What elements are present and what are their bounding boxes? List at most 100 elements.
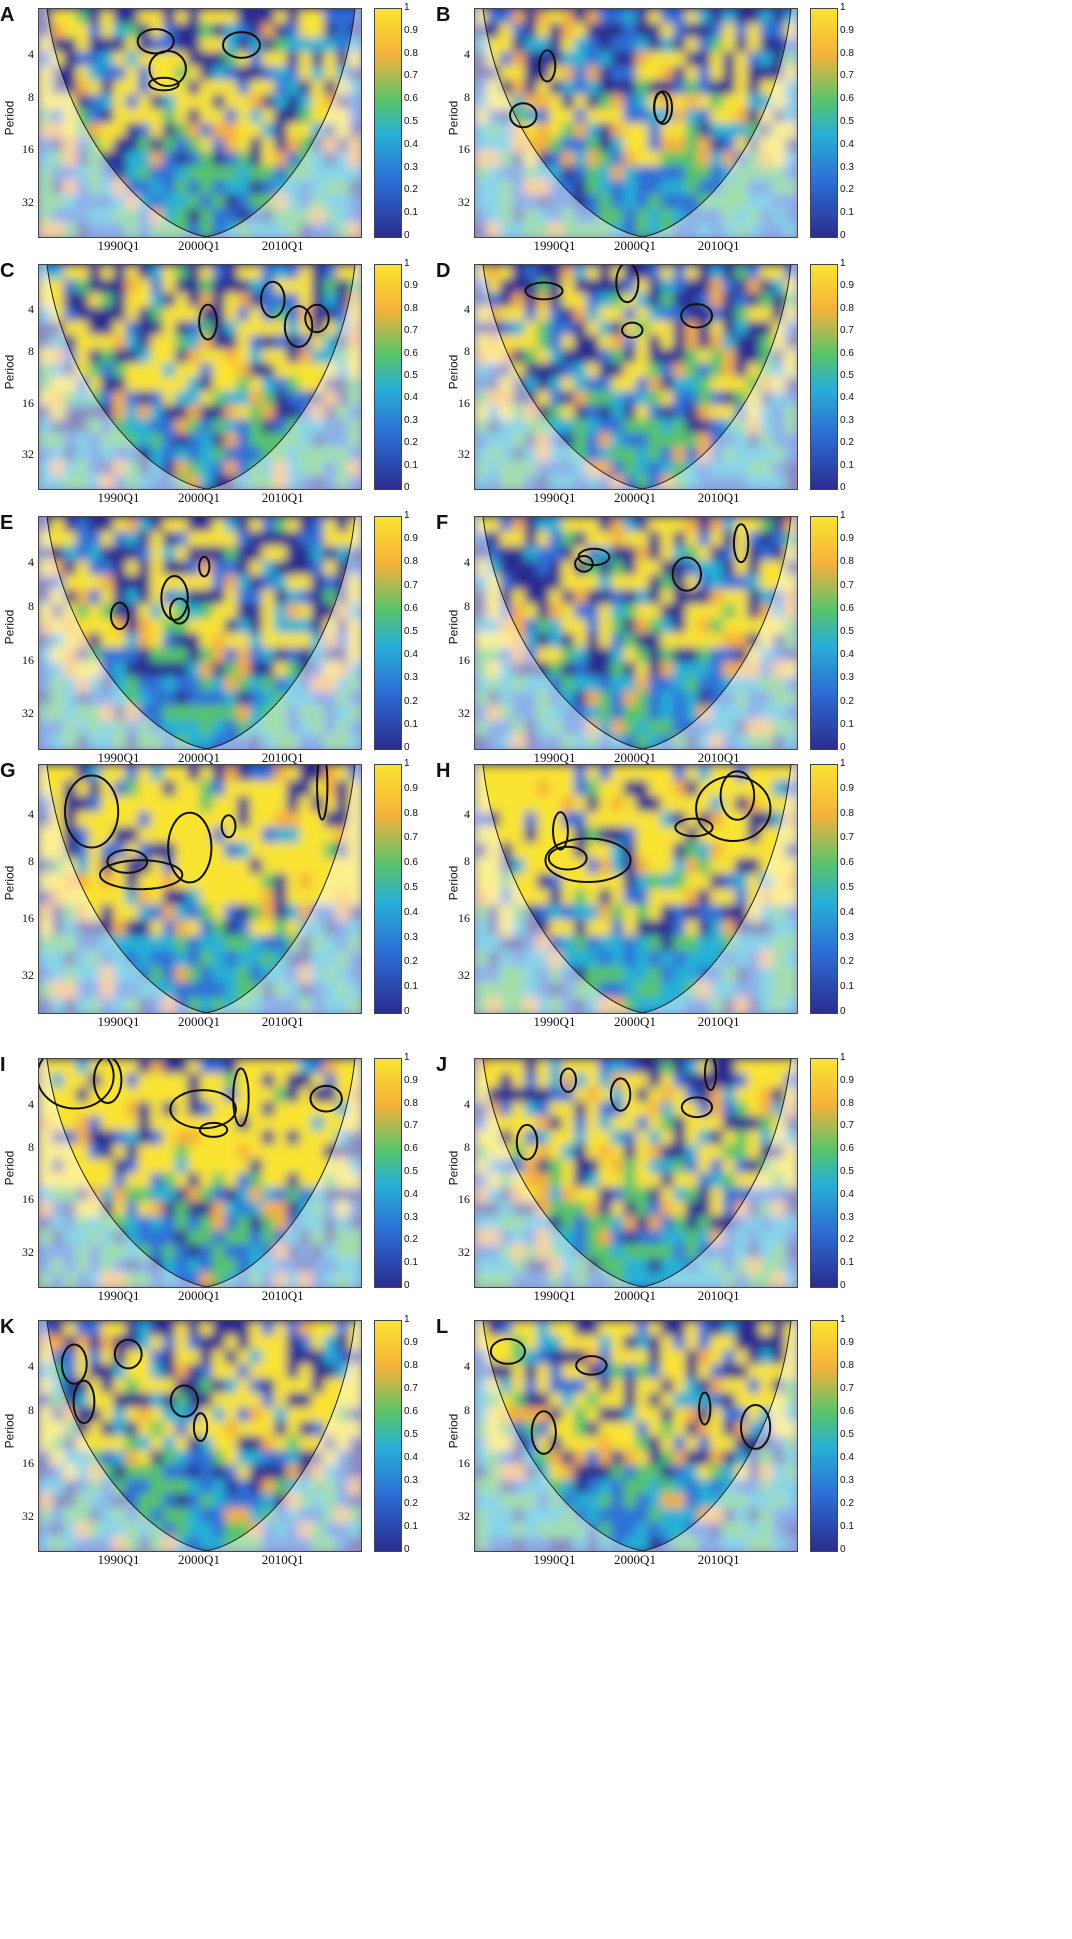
heat-cell (487, 461, 501, 476)
heat-cell (759, 377, 774, 392)
heat-cell (475, 842, 489, 859)
heat-cell (722, 307, 737, 322)
heat-cell (574, 405, 588, 420)
heat-cell (710, 447, 724, 462)
heat-cell (261, 137, 276, 153)
heat-cell (76, 966, 90, 983)
heat-cell (561, 80, 576, 96)
heat-cell (772, 873, 786, 890)
heat-cell (212, 765, 226, 782)
heat-cell (336, 137, 350, 153)
heat-cell (586, 827, 600, 844)
heat-cell (175, 165, 189, 181)
heat-cell (125, 377, 140, 392)
heat-cell (623, 180, 637, 196)
heat-cell (187, 222, 201, 237)
heat-cell (598, 80, 613, 96)
heat-cell (549, 1321, 563, 1337)
heat-cell (561, 108, 576, 124)
heat-cell (63, 165, 78, 181)
heat-cell (722, 647, 737, 663)
colorbar-tick-label: 0.8 (404, 807, 418, 819)
colorbar (374, 264, 402, 490)
heat-cell (536, 1349, 551, 1366)
heat-cell (784, 80, 797, 96)
heat-cell (623, 447, 637, 462)
colorbar-tick-label: 0.2 (840, 184, 854, 196)
heat-cell (772, 1244, 786, 1260)
heat-cell (735, 1244, 749, 1260)
heat-cell (237, 705, 251, 721)
heat-cell (125, 951, 140, 968)
heat-cell (261, 1349, 276, 1366)
colorbar-tick-label: 1 (840, 2, 846, 13)
heat-cell (611, 108, 625, 124)
heat-cell (88, 1130, 102, 1146)
heat-cell (475, 349, 489, 364)
heat-cell (611, 1173, 625, 1189)
heat-cell (561, 647, 576, 663)
heat-cell (237, 1258, 251, 1274)
heat-cell (113, 560, 127, 576)
heat-cell (261, 1059, 276, 1075)
heat-cell (286, 858, 301, 875)
heat-cell (150, 1116, 164, 1132)
heat-cell (200, 765, 214, 782)
heat-cell (125, 1407, 140, 1423)
heat-cell (88, 705, 102, 721)
heat-cell (212, 208, 226, 224)
heat-cell (524, 780, 538, 797)
heat-cell (113, 180, 127, 196)
heat-cell (336, 1144, 350, 1160)
heat-cell (648, 391, 662, 406)
heat-cell (636, 889, 650, 906)
heat-cell (212, 633, 226, 649)
heat-cell (574, 461, 588, 476)
heat-cell (536, 705, 551, 721)
heat-cell (784, 1158, 797, 1174)
heat-cell (261, 265, 276, 280)
heat-cell (623, 889, 637, 906)
x-tick-label: 2000Q1 (178, 750, 220, 765)
heat-cell (187, 1101, 201, 1117)
heat-cell (586, 982, 600, 999)
heat-cell (224, 307, 239, 322)
heat-cell (125, 80, 140, 96)
heat-cell (237, 1087, 251, 1103)
heat-cell (536, 363, 551, 378)
heat-cell (261, 1364, 276, 1380)
heat-cell (51, 194, 65, 210)
heat-cell (175, 447, 189, 462)
heat-cell (39, 811, 53, 828)
heat-cell (249, 1536, 263, 1551)
heat-cell (138, 827, 152, 844)
colorbar-tick-label: 0.6 (404, 93, 418, 105)
heat-cell (51, 951, 65, 968)
heat-cell (586, 151, 600, 167)
heat-cell (76, 1272, 90, 1287)
heat-cell (512, 137, 526, 153)
heat-cell (274, 604, 288, 620)
heat-cell (224, 123, 239, 139)
heat-cell (63, 889, 78, 906)
heat-cell (299, 293, 313, 308)
heat-cell (249, 1479, 263, 1495)
heat-cell (561, 951, 576, 968)
heat-cell (722, 997, 737, 1013)
heat-cell (39, 151, 53, 167)
heat-cell (735, 1130, 749, 1146)
heat-cell (784, 842, 797, 859)
heat-cell (759, 997, 774, 1013)
heat-cell (261, 935, 276, 952)
heat-cell (138, 461, 152, 476)
heat-cell (274, 1258, 288, 1274)
heat-cell (212, 618, 226, 634)
heat-cell (772, 604, 786, 620)
y-tick-label: 8 (28, 89, 34, 104)
heat-cell (636, 1201, 650, 1217)
heat-cell (759, 433, 774, 448)
heat-cell (200, 873, 214, 890)
heat-cell (200, 123, 214, 139)
heat-cell (76, 618, 90, 634)
colorbar (810, 764, 838, 1014)
